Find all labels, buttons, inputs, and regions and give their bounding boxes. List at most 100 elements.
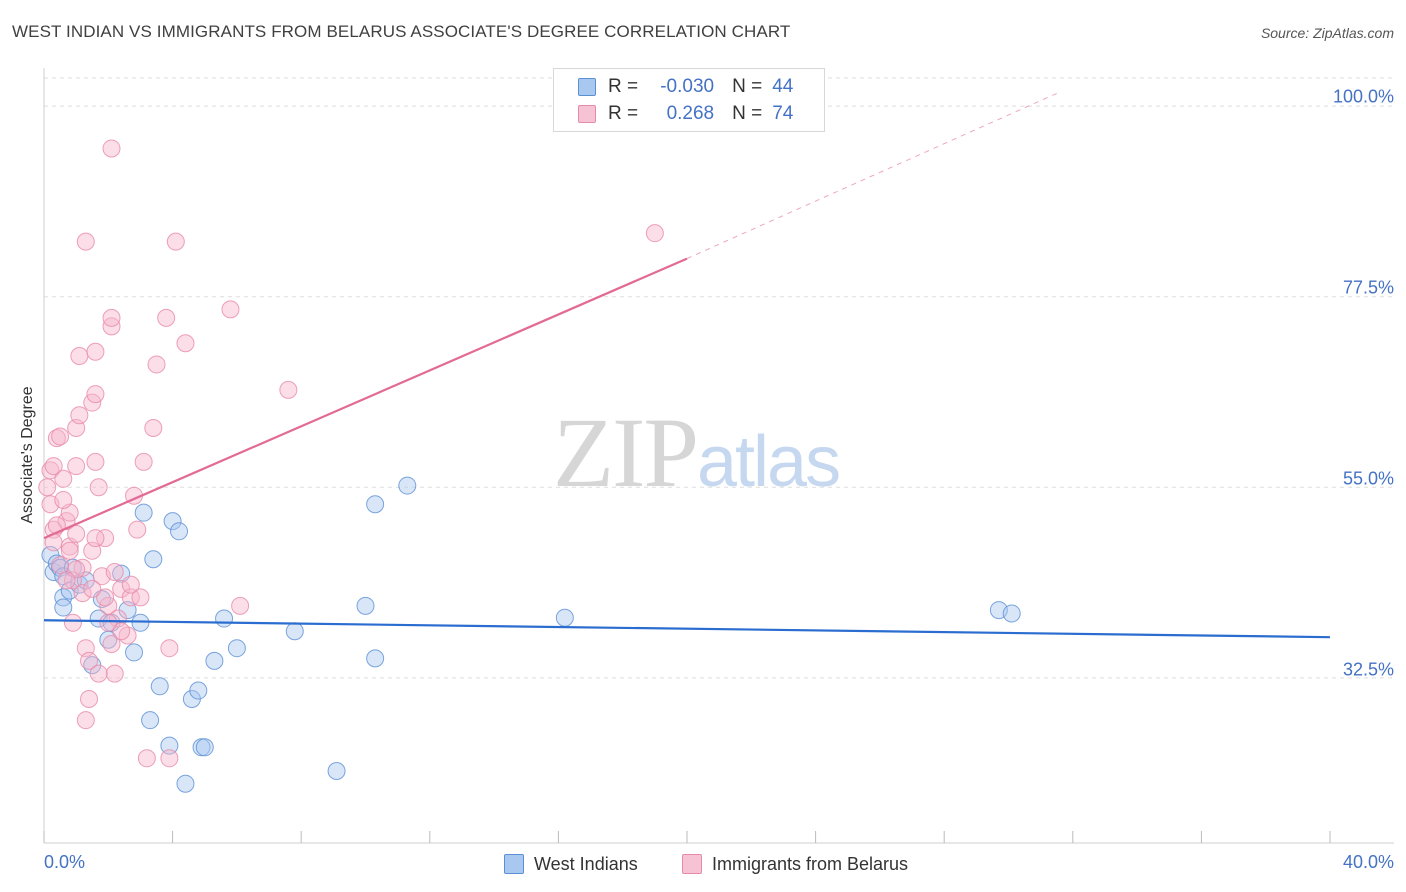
west-indians-point-25 (176, 774, 195, 793)
r-value: -0.030 (660, 76, 715, 97)
belarus-point-47 (279, 380, 298, 399)
belarus-point-25 (105, 562, 124, 581)
gridlines (44, 77, 1394, 679)
legend-item-belarus: Immigrants from Belarus (682, 852, 908, 876)
belarus-point-14 (70, 406, 89, 425)
x-tick-label-max: 40.0% (1342, 852, 1394, 872)
west-indians-point-18 (134, 503, 153, 522)
n-value: 74 (772, 103, 794, 124)
belarus-point-71 (60, 541, 79, 560)
x-tick-label-min: 0.0% (44, 852, 86, 872)
belarus-point-49 (131, 588, 150, 607)
belarus-point-11 (63, 571, 82, 590)
belarus-point-64 (112, 622, 131, 641)
y-tick-label-100: 100.0% (1332, 86, 1394, 107)
n-label: N = (732, 103, 763, 124)
belarus-point-55 (76, 711, 95, 730)
belarus-point-40 (176, 334, 195, 353)
belarus-point-72 (83, 579, 102, 598)
belarus-point-54 (80, 690, 99, 709)
belarus-point-19 (86, 452, 105, 471)
legend-label: Immigrants from Belarus (712, 853, 909, 874)
blue-legend-swatch-icon (504, 854, 524, 874)
belarus-point-35 (102, 308, 121, 327)
west-indians-point-41 (1002, 604, 1021, 623)
belarus-point-31 (86, 342, 105, 361)
west-indians-point-37 (366, 649, 385, 668)
west-indians-point-32 (227, 639, 246, 658)
belarus-point-53 (105, 664, 124, 683)
r-label: R = (608, 103, 639, 124)
y-axis-label: Associate's Degree (19, 386, 36, 524)
belarus-point-73 (67, 524, 86, 543)
west-indians-point-29 (195, 738, 214, 757)
belarus-point-58 (63, 613, 82, 632)
y-tick-label-77-5: 77.5% (1342, 277, 1394, 298)
belarus-point-37 (76, 232, 95, 251)
belarus-point-41 (147, 355, 166, 374)
belarus-point-67 (44, 457, 63, 476)
belarus-point-66 (57, 571, 76, 590)
source-credit: Source: ZipAtlas.com (1260, 25, 1394, 41)
west-indians-point-42 (54, 598, 73, 617)
belarus-point-45 (128, 520, 147, 539)
belarus-point-6 (51, 427, 70, 446)
belarus-point-30 (70, 346, 89, 365)
correlation-stats-box: R = -0.030 N = 44 R = 0.268 N = 74 (553, 68, 825, 132)
west-indians-point-38 (398, 476, 417, 495)
r-value: 0.268 (666, 103, 715, 124)
y-tick-label-32-5: 32.5% (1342, 659, 1394, 680)
west-indians-point-36 (366, 495, 385, 514)
stats-row-west-indians: R = -0.030 N = 44 (578, 75, 793, 99)
legend-item-west-indians: West Indians (504, 852, 638, 876)
pink-legend-swatch-icon (682, 854, 702, 874)
belarus-point-65 (73, 584, 92, 603)
belarus-point-68 (99, 613, 118, 632)
belarus-point-42 (144, 418, 163, 437)
belarus-point-17 (80, 651, 99, 670)
chart-title: WEST INDIAN VS IMMIGRANTS FROM BELARUS A… (12, 22, 791, 41)
belarus-point-62 (645, 224, 664, 243)
west-indians-point-17 (131, 613, 150, 632)
n-label: N = (732, 76, 763, 97)
stats-row-belarus: R = 0.268 N = 74 (578, 102, 793, 126)
belarus-point-52 (160, 749, 179, 768)
belarus-point-15 (73, 558, 92, 577)
n-value: 44 (772, 76, 794, 97)
legend-label: West Indians (534, 853, 638, 874)
west-indians-point-16 (125, 643, 144, 662)
west-indians-point-35 (356, 596, 375, 615)
blue-swatch-icon (578, 78, 596, 96)
belarus-point-36 (102, 139, 121, 158)
belarus-point-0 (38, 478, 57, 497)
west-indians-point-21 (150, 677, 169, 696)
belarus-trend-line (43, 257, 688, 540)
axes (43, 68, 1394, 844)
pink-swatch-icon (578, 105, 596, 123)
west-indians-point-33 (285, 622, 304, 641)
west-indians-point-27 (189, 681, 208, 700)
belarus-point-5 (47, 429, 66, 448)
belarus-point-70 (121, 575, 140, 594)
belarus-point-60 (51, 556, 70, 575)
belarus-point-50 (160, 639, 179, 658)
west-indians-point-22 (160, 736, 179, 755)
data-points (38, 139, 1021, 793)
belarus-point-20 (89, 478, 108, 497)
belarus-point-63 (96, 588, 115, 607)
trend-lines (43, 92, 1331, 639)
belarus-point-46 (221, 300, 240, 319)
belarus-trend-extension (686, 92, 1057, 260)
belarus-point-43 (134, 452, 153, 471)
r-label: R = (608, 76, 639, 97)
west-indians-point-24 (170, 522, 189, 541)
belarus-point-57 (54, 490, 73, 509)
belarus-point-24 (102, 634, 121, 653)
west-indians-point-39 (555, 608, 574, 627)
belarus-point-22 (96, 529, 115, 548)
belarus-point-48 (231, 596, 250, 615)
belarus-point-39 (157, 308, 176, 327)
west-indians-point-34 (327, 762, 346, 781)
belarus-point-38 (166, 232, 185, 251)
